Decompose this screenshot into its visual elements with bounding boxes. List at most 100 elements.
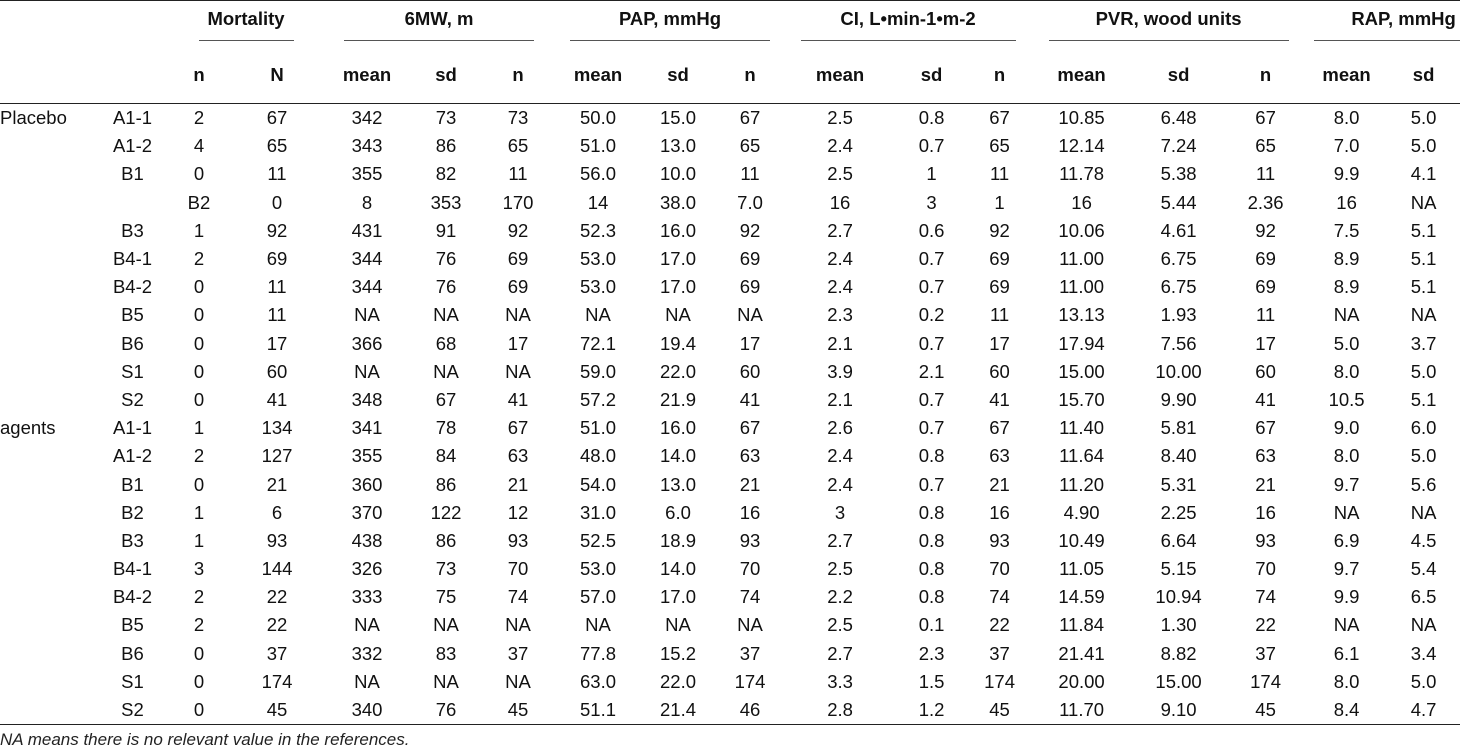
table-cell: 14.0	[660, 558, 697, 580]
table-cell: 4.1	[1410, 163, 1437, 185]
table-cell: 2.3	[918, 642, 945, 664]
table-cell: 74	[1255, 586, 1276, 608]
table-cell: 2.1	[827, 332, 853, 354]
table-cell: 2.7	[827, 642, 853, 664]
table-cell: 3.7	[1410, 332, 1437, 354]
table-cell: 5.81	[1160, 417, 1197, 439]
group-label-cell	[0, 358, 97, 386]
table-cell: 74	[507, 586, 529, 608]
table-cell: 2	[193, 107, 205, 129]
table-cell: 8.0	[1333, 107, 1360, 129]
table-cell: 355	[351, 445, 383, 467]
table-cell: 92	[739, 219, 761, 241]
table-cell: 22	[266, 614, 288, 636]
table-cell: 17	[989, 332, 1010, 354]
table-cell: NA	[1410, 304, 1437, 326]
table-cell: 8.0	[1333, 360, 1360, 382]
table-cell: NA	[505, 670, 531, 692]
group-label-cell	[0, 160, 97, 188]
group-header: RAP, mmHg	[1307, 0, 1460, 47]
table-cell: 22.0	[660, 360, 697, 382]
subcolumn-header: sd	[894, 47, 970, 104]
table-cell: 11	[267, 304, 287, 326]
table-cell: 144	[261, 558, 293, 580]
table-cell: 9.7	[1333, 558, 1360, 580]
table-cell: 74	[739, 586, 761, 608]
table-cell: 65	[507, 135, 529, 157]
table-cell: 1	[994, 191, 1005, 213]
header-row-groups: Mortality 6MW, m PAP, mmHg CI, L•min-1•m…	[0, 0, 1460, 47]
data-table: Mortality 6MW, m PAP, mmHg CI, L•min-1•m…	[0, 0, 1460, 726]
group-label-cell	[0, 668, 97, 696]
table-cell: 51.1	[554, 695, 643, 726]
table-row: S1 0 60 NA NA NA 59.0 22.0 60 3.9 2.1 60 15.00 10.00 6…	[0, 358, 1460, 386]
table-cell: 63.0	[580, 670, 617, 692]
table-cell: 0.7	[918, 473, 945, 495]
table-cell: NA	[505, 304, 531, 326]
table-body: Placebo A1-1 2 67 342 73 73 50.0 15.0 67 2.5 0.8 67 1…	[0, 104, 1460, 726]
group-label-cell	[0, 470, 97, 498]
table-cell: 60	[266, 360, 288, 382]
table-cell: 13.0	[660, 473, 697, 495]
table-cell: 54.0	[580, 473, 617, 495]
table-cell: 174	[734, 670, 766, 692]
footnote: NA means there is no relevant value in t…	[0, 730, 410, 749]
table-cell: 5.1	[1410, 219, 1437, 241]
table-cell: 16	[1071, 191, 1092, 213]
group-header: 6MW, m	[324, 0, 555, 47]
study-label-cell	[97, 189, 168, 217]
table-cell: 67	[507, 417, 529, 439]
group-label-cell	[0, 695, 97, 726]
table-cell: 60	[1255, 360, 1276, 382]
table-cell: 6.75	[1160, 248, 1197, 270]
header-row-subcolumns: n N mean sd n mean sd n mean sd n mean s…	[0, 47, 1460, 104]
study-label-cell: B3	[121, 219, 144, 241]
table-cell: 2.3	[827, 304, 853, 326]
table-cell: 92	[266, 219, 288, 241]
table-cell: 16	[1255, 501, 1276, 523]
table-cell: 0.1	[918, 614, 945, 636]
table-cell: 45	[1224, 695, 1308, 726]
table-cell: 10.0	[660, 163, 697, 185]
table-cell: 5.0	[1410, 135, 1437, 157]
table-cell: 11	[1255, 304, 1276, 326]
table-cell: 9.90	[1160, 388, 1197, 410]
table-cell: 5.0	[1410, 107, 1437, 129]
table-cell: 3.4	[1410, 642, 1437, 664]
study-label-cell: B3	[121, 529, 144, 551]
table-cell: 134	[261, 417, 293, 439]
table-cell: 1.2	[894, 695, 970, 726]
table-row: A1-2 4 65 343 86 65 51.0 13.0 65 2.4 0.7 65 12.14 7.2…	[0, 132, 1460, 160]
table-cell: 37	[266, 642, 288, 664]
subcolumn-header: mean	[554, 47, 643, 104]
table-cell: NA	[433, 670, 459, 692]
table-cell: 0.7	[918, 332, 945, 354]
table-cell: 2.25	[1160, 501, 1197, 523]
table-cell: 63	[1255, 445, 1276, 467]
table-cell: 9.10	[1133, 695, 1225, 726]
table-cell: 1.5	[918, 670, 945, 692]
table-cell: 48.0	[580, 445, 617, 467]
table-cell: 344	[351, 248, 383, 270]
table-cell: 174	[261, 670, 293, 692]
table-cell: 340	[324, 695, 410, 726]
table-cell: 76	[410, 695, 482, 726]
study-label-cell: B6	[121, 642, 144, 664]
table-cell: 9.9	[1333, 586, 1360, 608]
table-cell: NA	[737, 614, 763, 636]
subcolumn-header: sd	[410, 47, 482, 104]
table-cell: 14	[587, 191, 609, 213]
subcolumn-header: mean	[1030, 47, 1134, 104]
table-cell: 8.40	[1160, 445, 1197, 467]
table-cell: 2.8	[786, 695, 895, 726]
table-row: B4-1 3 144 326 73 70 53.0 14.0 70 2.5 0.8 70 11.05 5.…	[0, 555, 1460, 583]
subcolumn-header: sd	[642, 47, 715, 104]
table-cell: 21	[739, 473, 761, 495]
table-cell: 37	[739, 642, 761, 664]
table-cell: 10.06	[1058, 219, 1105, 241]
table-cell: 86	[435, 473, 457, 495]
table-cell: 17.0	[660, 276, 697, 298]
table-cell: 341	[351, 417, 383, 439]
study-label-cell: A1-1	[112, 417, 153, 439]
subcolumn-header: sd	[1386, 47, 1460, 104]
